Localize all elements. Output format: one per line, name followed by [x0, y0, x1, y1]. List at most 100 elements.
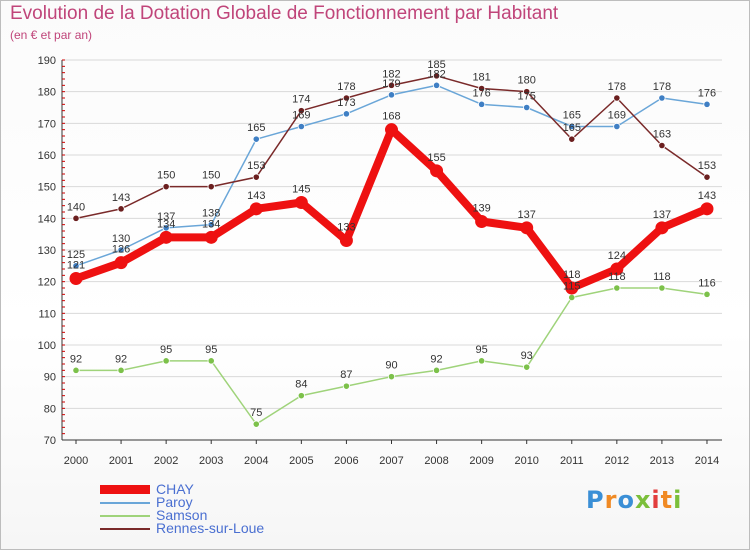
- data-label-samson-2014: 116: [698, 277, 716, 289]
- series-point-samson-2012: [613, 284, 621, 292]
- proxiti-logo: Proxiti: [586, 486, 683, 514]
- data-label-samson-2006: 87: [340, 369, 352, 381]
- series-point-samson-2001: [117, 366, 125, 374]
- data-label-chay-2000: 121: [67, 260, 85, 272]
- x-tick-label-2008: 2008: [424, 455, 448, 467]
- series-point-rennes-sur-loue-2000: [72, 214, 80, 222]
- data-label-chay-2004: 143: [247, 190, 265, 202]
- x-tick-label-2004: 2004: [244, 455, 268, 467]
- series-point-chay-2008: [430, 164, 444, 178]
- data-label-samson-2000: 92: [70, 353, 82, 365]
- legend-label-samson: Samson: [156, 507, 208, 523]
- x-tick-label-2013: 2013: [650, 455, 674, 467]
- series-point-paroy-2007: [387, 91, 396, 99]
- data-label-rennes-sur-loue-2004: 153: [247, 160, 265, 172]
- series-point-paroy-2008: [432, 81, 441, 89]
- series-point-samson-2000: [72, 366, 80, 374]
- data-label-samson-2010: 93: [521, 350, 533, 362]
- data-label-samson-2009: 95: [476, 344, 488, 356]
- data-label-samson-2001: 92: [115, 353, 127, 365]
- data-label-paroy-2005: 169: [292, 110, 310, 122]
- x-tick-label-2006: 2006: [334, 455, 358, 467]
- series-point-chay-2014: [700, 202, 714, 216]
- x-tick-label-2005: 2005: [289, 455, 313, 467]
- data-label-paroy-2010: 175: [518, 91, 536, 103]
- data-label-paroy-2003: 138: [202, 208, 220, 220]
- data-label-samson-2004: 75: [250, 407, 262, 419]
- data-label-rennes-sur-loue-2010: 180: [518, 75, 536, 87]
- legend-label-paroy: Paroy: [156, 494, 193, 510]
- series-point-chay-2007: [384, 123, 398, 137]
- x-tick-label-2009: 2009: [469, 455, 493, 467]
- series-point-samson-2011: [568, 293, 576, 302]
- legend-swatch-samson: [100, 515, 150, 517]
- data-label-rennes-sur-loue-2005: 174: [292, 94, 310, 106]
- series-point-paroy-2004: [252, 135, 260, 143]
- y-tick-label-90: 90: [44, 372, 56, 384]
- data-label-paroy-2004: 165: [247, 122, 265, 134]
- y-tick-label-70: 70: [44, 435, 56, 447]
- data-label-rennes-sur-loue-2001: 143: [112, 192, 130, 204]
- x-tick-label-2007: 2007: [379, 455, 403, 467]
- series-point-paroy-2011: [568, 122, 576, 131]
- y-tick-label-110: 110: [38, 308, 56, 320]
- data-label-paroy-2007: 179: [382, 78, 400, 90]
- legend-label-chay: CHAY: [156, 481, 194, 497]
- y-tick-label-150: 150: [38, 182, 56, 194]
- data-label-chay-2001: 126: [112, 244, 130, 256]
- data-label-samson-2008: 92: [430, 353, 442, 365]
- legend-swatch-rennes-sur-loue: [100, 528, 150, 530]
- series-point-paroy-2013: [658, 94, 666, 102]
- series-point-rennes-sur-loue-2006: [342, 94, 351, 102]
- data-label-rennes-sur-loue-2011: 165: [563, 122, 581, 134]
- series-point-paroy-2012: [613, 122, 621, 131]
- series-point-samson-2007: [387, 373, 396, 381]
- series-point-paroy-2014: [703, 100, 711, 108]
- series-point-chay-2013: [655, 221, 669, 235]
- series-point-rennes-sur-loue-2013: [658, 141, 666, 150]
- data-label-samson-2003: 95: [205, 344, 217, 356]
- data-label-chay-2005: 145: [292, 184, 310, 196]
- data-label-chay-2011: 118: [563, 269, 581, 281]
- series-point-rennes-sur-loue-2005: [297, 107, 305, 115]
- y-tick-label-130: 130: [38, 245, 56, 257]
- series-point-samson-2004: [252, 420, 260, 428]
- x-tick-label-2001: 2001: [109, 455, 133, 467]
- series-point-samson-2005: [297, 392, 305, 400]
- data-label-rennes-sur-loue-2008: 185: [427, 59, 445, 71]
- series-point-paroy-2006: [342, 110, 351, 118]
- data-label-rennes-sur-loue-2014: 153: [698, 160, 716, 172]
- data-label-chay-2008: 155: [427, 152, 445, 164]
- data-label-rennes-sur-loue-2003: 150: [202, 170, 220, 182]
- series-point-rennes-sur-loue-2003: [207, 183, 215, 191]
- data-label-samson-2011: 115: [563, 281, 581, 293]
- data-label-paroy-2008: 182: [427, 68, 445, 80]
- data-label-chay-2002: 134: [157, 218, 175, 230]
- data-label-paroy-2002: 137: [157, 211, 175, 223]
- x-tick-label-2002: 2002: [154, 455, 178, 467]
- data-label-paroy-2012: 169: [608, 110, 626, 122]
- series-point-paroy-2005: [297, 122, 305, 131]
- series-line-samson: [76, 287, 708, 425]
- data-label-rennes-sur-loue-2009: 181: [472, 72, 490, 84]
- data-label-chay-2010: 137: [518, 209, 536, 221]
- series-point-rennes-sur-loue-2009: [478, 84, 486, 93]
- data-label-chay-2009: 139: [472, 203, 490, 215]
- legend-swatch-chay: [100, 485, 150, 494]
- series-point-chay-2005: [294, 196, 308, 209]
- data-label-samson-2013: 118: [653, 271, 671, 283]
- series-point-samson-2008: [432, 366, 441, 374]
- data-label-chay-2007: 168: [382, 111, 400, 123]
- y-tick-label-160: 160: [38, 150, 56, 162]
- data-label-chay-2012: 124: [608, 250, 626, 262]
- series-point-chay-2003: [204, 230, 218, 244]
- data-label-samson-2002: 95: [160, 344, 172, 356]
- chart-title: Evolution de la Dotation Globale de Fonc…: [10, 3, 559, 24]
- data-label-rennes-sur-loue-2000: 140: [67, 201, 85, 213]
- data-label-samson-2012: 118: [608, 271, 626, 283]
- data-label-chay-2013: 137: [653, 209, 671, 221]
- y-tick-label-80: 80: [44, 403, 56, 415]
- data-label-samson-2007: 90: [385, 360, 397, 372]
- series-point-chay-2012: [610, 262, 624, 276]
